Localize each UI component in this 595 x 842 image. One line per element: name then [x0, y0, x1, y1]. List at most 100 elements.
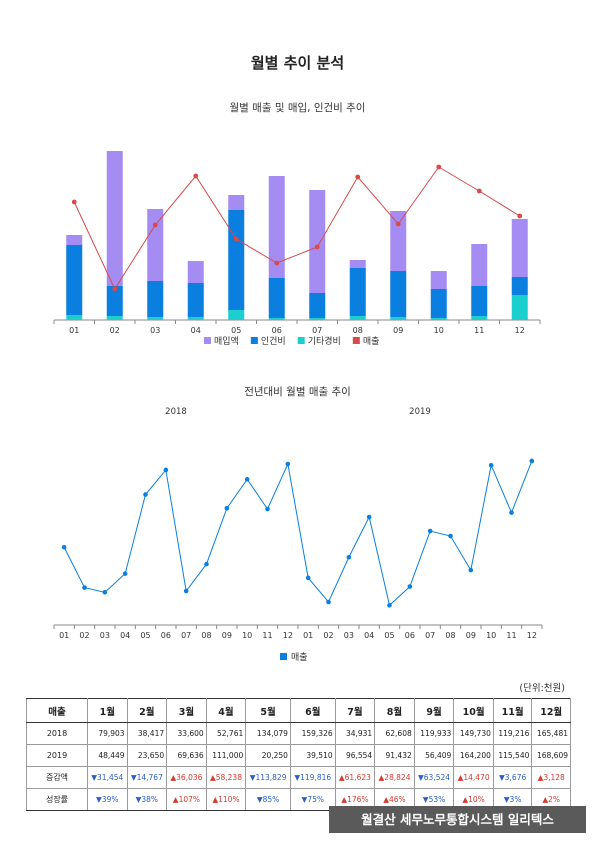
chart1-tick-label: 12: [515, 326, 525, 335]
chart1-tick-label: 01: [69, 326, 79, 335]
chart1-bar-기타경비: [187, 317, 204, 320]
table-row: 2019 48,449 23,650 69,636 111,000 20,250 39,51…: [26, 744, 571, 767]
chart2-tick-label: 12: [527, 631, 537, 640]
table-cell: ▲110%: [205, 788, 247, 811]
chart2-point: [346, 554, 352, 560]
table-cell: 96,554: [334, 744, 376, 767]
chart2-point: [143, 492, 148, 497]
chart2-group-label: 2018: [165, 407, 187, 417]
chart2-tick-label: 08: [201, 631, 211, 640]
chart1-tick-label: 09: [393, 326, 403, 335]
table-cell: ▼38%: [126, 788, 168, 811]
chart2-point: [204, 561, 209, 567]
chart2-point: [102, 590, 108, 595]
chart1-tick-label: 04: [191, 326, 201, 335]
chart1-bar-매입액: [147, 209, 164, 281]
chart1-legend-swatch: [204, 337, 211, 344]
chart1-point: [314, 244, 320, 250]
chart1-bar-인건비: [390, 271, 407, 317]
table-cell: ▲14,470: [453, 766, 494, 789]
chart1-bar-매입액: [187, 261, 204, 283]
table-cell: ▲28,824: [374, 766, 415, 789]
month-header: 6월: [289, 698, 336, 723]
chart1-tick-label: 11: [474, 326, 484, 335]
month-header: 12월: [531, 698, 571, 723]
chart2-tick-label: 09: [222, 631, 232, 640]
chart1-bar-매입액: [430, 271, 447, 289]
table-cell: 69,636: [166, 744, 207, 767]
chart1-bar-기타경비: [147, 317, 164, 320]
chart1-bar-매입액: [228, 195, 245, 210]
chart2-point: [285, 461, 291, 467]
chart2-point: [163, 467, 169, 473]
table-corner-cell: 매출: [26, 698, 88, 723]
table-cell: 34,931: [334, 722, 376, 745]
table-cell: 115,540: [492, 744, 533, 767]
table-row: 증감액 ▼31,454 ▼14,767 ▲36,036 ▲58,238 ▼113,829 ▼…: [26, 766, 571, 789]
chart1-bar-매입액: [471, 244, 488, 286]
table-cell: ▼3,676: [492, 766, 533, 789]
chart2-point: [305, 575, 311, 581]
table-cell: ▼75%: [289, 788, 336, 811]
chart1-bar-인건비: [66, 245, 83, 315]
chart1-tick-label: 05: [231, 326, 241, 335]
table-cell: ▼31,454: [87, 766, 128, 789]
chart2-tick-label: 10: [486, 631, 496, 640]
table-cell: 48,449: [87, 744, 128, 767]
table-cell: 134,079: [245, 722, 291, 745]
chart1-bar-매입액: [106, 151, 123, 286]
row-header: 2018: [26, 722, 88, 745]
chart2-line: 2018 2019 01 02 03 04 05 06 07 08 09 10 11 12 01 02 03 04…: [53, 407, 543, 663]
row-header: 증감액: [26, 766, 88, 789]
table-cell: 149,730: [453, 722, 494, 745]
table-cell: 23,650: [126, 744, 168, 767]
table-cell: ▲3,128: [531, 766, 571, 789]
chart1-legend-swatch: [297, 337, 305, 344]
chart2-tick-label: 02: [323, 631, 333, 640]
chart2-point: [82, 585, 87, 590]
table-cell: 164,200: [453, 744, 494, 767]
chart1-tick-label: 03: [150, 326, 160, 335]
chart2-tick-label: 01: [59, 631, 69, 640]
chart1-point: [436, 164, 442, 170]
chart2-point: [61, 544, 67, 550]
table-cell: ▲61,623: [334, 766, 376, 789]
chart1-bar-기타경비: [430, 318, 447, 320]
chart2-tick-label: 02: [79, 631, 89, 640]
month-header: 1월: [87, 698, 128, 723]
chart1-line-매출: [73, 166, 521, 291]
table-cell: 33,600: [166, 722, 207, 745]
table-cell: 159,326: [289, 722, 336, 745]
table-cell: 119,933: [413, 722, 455, 745]
chart1-bar-기타경비: [511, 295, 528, 320]
chart2-title: 전년대비 월별 매출 추이: [244, 386, 351, 398]
chart2-legend-label: 매출: [291, 652, 308, 663]
chart1-bar-매입액: [309, 190, 326, 293]
chart2-tick-label: 06: [405, 631, 415, 640]
chart1-tick-label: 10: [434, 326, 444, 335]
chart1-legend-swatch: [250, 337, 258, 344]
table-cell: 20,250: [245, 744, 291, 767]
chart1-tick-label: 06: [272, 326, 282, 335]
footer-banner: 월결산 세무노무통합시스템 일리텍스: [329, 806, 586, 833]
chart1-bar-매입액: [349, 260, 366, 268]
chart1-point: [71, 199, 77, 205]
chart1-bar-인건비: [471, 286, 488, 316]
chart2-point: [244, 477, 250, 482]
chart1-point: [112, 286, 118, 292]
table-cell: 168,609: [531, 744, 571, 767]
table-cell: 111,000: [205, 744, 247, 767]
chart1-tick-label: 02: [110, 326, 120, 335]
chart2-tick-label: 01: [303, 631, 313, 640]
chart2-tick-label: 05: [140, 631, 150, 640]
table-cell: ▲107%: [166, 788, 207, 811]
chart1-bar-매입액: [268, 176, 285, 278]
chart1-bar-인건비: [228, 210, 245, 310]
month-header: 4월: [205, 698, 247, 723]
chart1-bar-기타경비: [471, 316, 488, 320]
chart1-bar-매입액: [390, 211, 407, 271]
chart1-tick-label: 07: [312, 326, 322, 335]
chart2-point: [468, 567, 474, 573]
table-cell: 39,510: [289, 744, 336, 767]
chart2-tick-label: 03: [100, 631, 110, 640]
